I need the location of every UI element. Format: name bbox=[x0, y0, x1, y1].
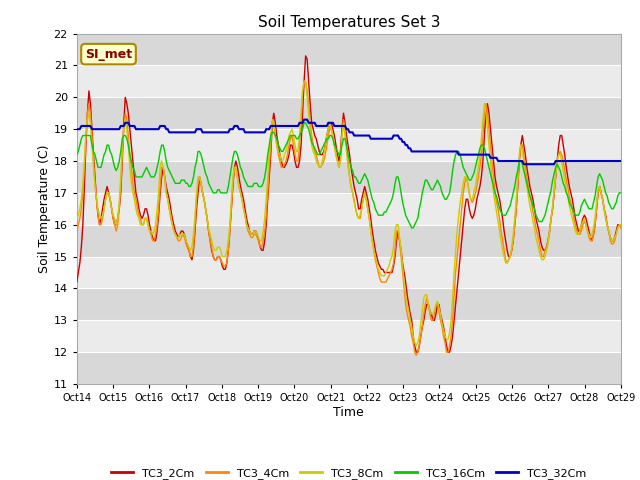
Bar bbox=[77, 352, 621, 384]
Bar bbox=[77, 193, 621, 225]
Bar bbox=[77, 288, 621, 320]
Bar bbox=[77, 65, 621, 97]
Bar bbox=[77, 161, 621, 193]
X-axis label: Time: Time bbox=[333, 406, 364, 419]
Bar bbox=[77, 129, 621, 161]
Bar bbox=[77, 320, 621, 352]
Text: SI_met: SI_met bbox=[85, 48, 132, 60]
Bar bbox=[77, 34, 621, 65]
Bar bbox=[77, 97, 621, 129]
Y-axis label: Soil Temperature (C): Soil Temperature (C) bbox=[38, 144, 51, 273]
Bar bbox=[77, 257, 621, 288]
Bar bbox=[77, 225, 621, 257]
Legend: TC3_2Cm, TC3_4Cm, TC3_8Cm, TC3_16Cm, TC3_32Cm: TC3_2Cm, TC3_4Cm, TC3_8Cm, TC3_16Cm, TC3… bbox=[107, 464, 591, 480]
Title: Soil Temperatures Set 3: Soil Temperatures Set 3 bbox=[257, 15, 440, 30]
